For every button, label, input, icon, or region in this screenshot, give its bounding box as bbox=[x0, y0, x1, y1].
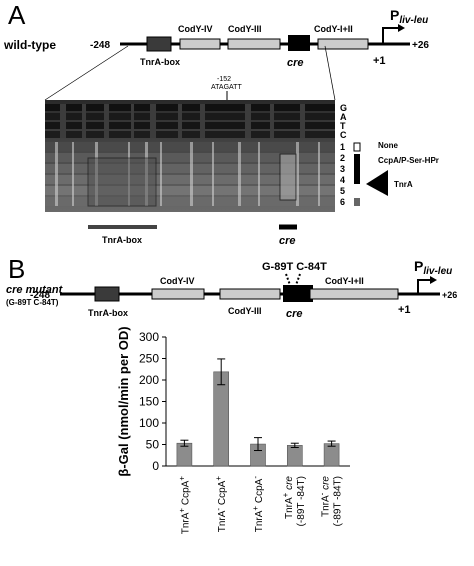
panel-a-coord-left: -248 bbox=[90, 40, 110, 51]
panel-a-cody4-box bbox=[179, 38, 221, 50]
panel-a-condition-none: None bbox=[378, 141, 399, 150]
panel-b-promoter-arrow-icon bbox=[417, 279, 430, 294]
panel-b-cody12-box bbox=[309, 288, 399, 300]
bar bbox=[213, 371, 229, 467]
panel-b-tnra-box bbox=[94, 286, 120, 302]
panel-b-mutation-marker-1 bbox=[285, 273, 291, 286]
panel-a-arrow-sequence: ATAGATT bbox=[211, 84, 242, 91]
panel-a-ccpa-indicator bbox=[354, 154, 360, 184]
panel-a-label: A bbox=[8, 0, 26, 30]
y-tick-label: 100 bbox=[139, 416, 159, 430]
panel-a-none-indicator bbox=[353, 142, 361, 152]
panel-a-cody12-box bbox=[317, 38, 369, 50]
bar-chart: 0 50 100 150 200 250 300 β-Gal (nmol/min per OD… bbox=[116, 326, 350, 534]
panel-b-promoter-label: Pliv-leu bbox=[414, 258, 452, 277]
panel-b-cody4-label: CodY-IV bbox=[160, 276, 195, 286]
panel-a-cody4-label: CodY-IV bbox=[178, 24, 213, 34]
panel-a-lane-6: 6 bbox=[340, 197, 345, 207]
panel-a-tss: +1 bbox=[373, 55, 386, 67]
panel-b-row-label: cre mutant bbox=[6, 284, 64, 296]
panel-a-cody12-label: CodY-I+II bbox=[314, 24, 353, 34]
y-tick-label: 0 bbox=[152, 459, 159, 473]
x-category-label: (-89T -84T) bbox=[333, 476, 344, 526]
panel-b-cody4-box bbox=[151, 288, 205, 300]
panel-a-ladder-c: C bbox=[340, 130, 347, 140]
panel-a-footprint-cre: cre bbox=[279, 235, 296, 247]
panel-a-promoter-label: Pliv-leu bbox=[390, 7, 428, 26]
panel-a-cody3-box bbox=[227, 38, 281, 50]
panel-b-tss: +1 bbox=[398, 304, 411, 316]
y-tick-label: 150 bbox=[139, 395, 159, 409]
panel-b-cre-box bbox=[283, 285, 313, 302]
panel-a-condition-ccpa: CcpA/P-Ser-HPr bbox=[378, 156, 439, 165]
panel-a-lane-3: 3 bbox=[340, 164, 345, 174]
bar bbox=[323, 443, 340, 467]
panel-a-gel-image bbox=[45, 100, 335, 212]
panel-a-lane6-indicator bbox=[354, 198, 360, 206]
x-category-label: TnrA- CcpA+ bbox=[214, 476, 229, 533]
panel-b-cody3-label: CodY-III bbox=[228, 306, 262, 316]
panel-a-cre-label: cre bbox=[287, 57, 304, 69]
panel-a-tnra-gradient-icon bbox=[366, 170, 388, 196]
panel-b-mutations: G-89T C-84T bbox=[262, 261, 327, 273]
panel-b-mutation-marker-2 bbox=[295, 273, 301, 286]
panel-a-promoter-arrow-icon bbox=[382, 27, 398, 44]
panel-b-cre-label: cre bbox=[286, 308, 303, 320]
x-category-label: (-89T -84T) bbox=[296, 476, 307, 526]
x-category-label: TnrA+ CcpA+ bbox=[177, 476, 192, 535]
panel-b-cody12-label: CodY-I+II bbox=[325, 276, 364, 286]
panel-a-zoom-line-right bbox=[324, 45, 336, 101]
panel-b-promoter-arrowhead-icon bbox=[430, 276, 437, 284]
panel-b-coord-right: +26 bbox=[442, 290, 457, 300]
panel-a-promoter-arrowhead-icon bbox=[398, 24, 405, 32]
panel-a-lane-4: 4 bbox=[340, 175, 345, 185]
panel-a-ladder-t: T bbox=[340, 121, 346, 131]
panel-a-tnra-box bbox=[146, 36, 172, 52]
x-category-label: TnrA+ cre bbox=[280, 476, 295, 519]
panel-b-tnra-label: TnrA-box bbox=[88, 308, 128, 318]
y-tick-label: 50 bbox=[146, 438, 160, 452]
panel-a-coord-right: +26 bbox=[412, 40, 429, 51]
panel-a-footprint-tnra: TnrA-box bbox=[102, 235, 142, 245]
y-tick-label: 250 bbox=[139, 352, 159, 366]
panel-a-tnra-label: TnrA-box bbox=[140, 57, 180, 67]
y-tick-label: 200 bbox=[139, 373, 159, 387]
panel-a-row-label: wild-type bbox=[3, 38, 56, 52]
panel-a-ladder-a: A bbox=[340, 112, 347, 122]
panel-a-arrow-position: -152 bbox=[217, 76, 231, 83]
panel-a-cody3-label: CodY-III bbox=[228, 24, 262, 34]
x-category-label: TnrA- cre bbox=[317, 476, 332, 517]
panel-a-ladder-g: G bbox=[340, 103, 347, 113]
panel-b-cody3-box bbox=[219, 288, 281, 300]
panel-a-condition-tnra: TnrA bbox=[394, 180, 413, 189]
x-category-label: TnrA+ CcpA- bbox=[251, 476, 266, 533]
panel-a-lane-1: 1 bbox=[340, 142, 345, 152]
panel-b-row-sublabel: (G-89T C-84T) bbox=[6, 298, 59, 307]
y-tick-label: 300 bbox=[139, 330, 159, 344]
panel-b-label: B bbox=[8, 254, 25, 284]
panel-a-zoom-line-left bbox=[44, 45, 129, 101]
panel-a-lane-5: 5 bbox=[340, 186, 345, 196]
bar bbox=[286, 445, 303, 467]
panel-a-lane-2: 2 bbox=[340, 153, 345, 163]
panel-a-cre-box bbox=[288, 35, 310, 51]
panel-b-coord-left: -248 bbox=[30, 290, 50, 301]
y-axis-label: β-Gal (nmol/min per OD) bbox=[116, 326, 131, 476]
